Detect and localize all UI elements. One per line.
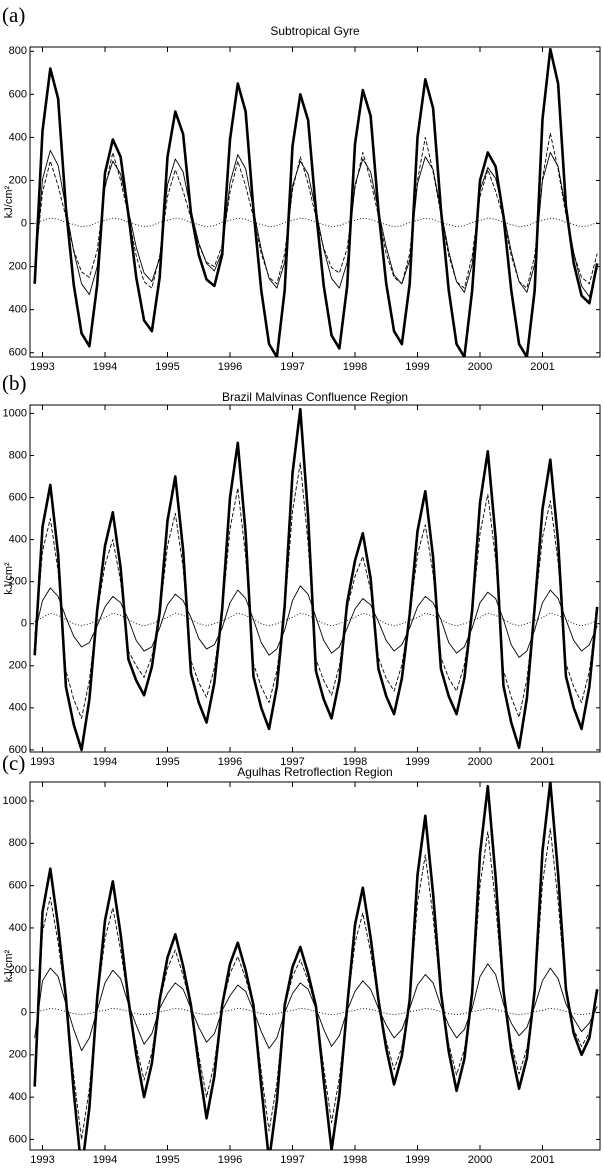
- y-tick-label: 200: [9, 174, 27, 186]
- x-tick-label: 1997: [280, 1154, 304, 1166]
- y-tick-label: 600: [9, 744, 27, 756]
- y-tick-label: 1000: [3, 795, 27, 807]
- series-line: [34, 462, 598, 719]
- x-tick-label: 1998: [343, 1154, 367, 1166]
- x-tick-label: 2000: [468, 756, 492, 768]
- x-tick-label: 1994: [93, 1154, 117, 1166]
- panel-label: (b): [2, 371, 27, 395]
- y-tick-label: 600: [9, 347, 27, 359]
- series-line: [34, 149, 598, 298]
- y-tick-label: 200: [9, 260, 27, 272]
- y-tick-label: 400: [9, 534, 27, 546]
- x-tick-label: 1997: [280, 756, 304, 768]
- series-line: [34, 612, 598, 627]
- x-tick-label: 1996: [218, 361, 242, 373]
- y-tick-label: 400: [9, 702, 27, 714]
- x-tick-label: 2001: [530, 756, 554, 768]
- y-tick-label: 0: [21, 217, 27, 229]
- series-line: [34, 828, 598, 1140]
- x-tick-label: 2000: [468, 1154, 492, 1166]
- x-tick-label: 1994: [93, 756, 117, 768]
- y-tick-label: 200: [9, 660, 27, 672]
- x-tick-label: 2000: [468, 361, 492, 373]
- panel-label: (a): [2, 3, 25, 27]
- y-tick-label: 600: [9, 1133, 27, 1145]
- chart-title: Agulhas Retroflection Region: [237, 765, 392, 779]
- y-tick-label: 0: [21, 618, 27, 630]
- series-line: [33, 782, 599, 1150]
- y-tick-label: 800: [9, 449, 27, 461]
- y-tick-label: 200: [9, 576, 27, 588]
- chart-title: Subtropical Gyre: [270, 24, 360, 38]
- y-tick-label: 200: [9, 1049, 27, 1061]
- x-tick-label: 1993: [30, 361, 54, 373]
- y-tick-label: 400: [9, 922, 27, 934]
- y-axis-label: kJ/cm²: [3, 185, 15, 218]
- x-tick-label: 2001: [530, 361, 554, 373]
- y-axis-label: kJ/cm²: [3, 949, 15, 982]
- plot-frame: [29, 46, 601, 358]
- y-tick-label: 800: [9, 837, 27, 849]
- y-tick-label: 600: [9, 491, 27, 503]
- x-tick-label: 1998: [343, 361, 367, 373]
- y-tick-label: 800: [9, 45, 27, 57]
- x-tick-label: 1996: [218, 756, 242, 768]
- x-tick-label: 1994: [93, 361, 117, 373]
- series-line: [34, 1007, 598, 1016]
- x-tick-label: 1995: [155, 756, 179, 768]
- x-tick-label: 1998: [343, 756, 367, 768]
- panel-label: (c): [2, 751, 25, 775]
- series-line: [33, 47, 599, 357]
- x-tick-label: 1999: [405, 756, 429, 768]
- y-tick-label: 400: [9, 304, 27, 316]
- y-tick-label: 400: [9, 131, 27, 143]
- series-line: [33, 407, 599, 752]
- y-tick-label: 1000: [3, 407, 27, 419]
- series-line: [34, 585, 598, 658]
- x-tick-label: 1996: [218, 1154, 242, 1166]
- plot-frame: [29, 781, 601, 1151]
- y-tick-label: 600: [9, 880, 27, 892]
- x-tick-label: 1997: [280, 361, 304, 373]
- x-tick-label: 1993: [30, 1154, 54, 1166]
- x-tick-label: 1999: [405, 1154, 429, 1166]
- y-tick-label: 0: [21, 1006, 27, 1018]
- plot-frame: [29, 404, 601, 753]
- y-axis-label: kJ/cm²: [3, 562, 15, 595]
- x-tick-label: 2001: [530, 1154, 554, 1166]
- chart-title: Brazil Malvinas Confluence Region: [222, 390, 408, 404]
- x-tick-label: 1995: [155, 1154, 179, 1166]
- y-tick-label: 400: [9, 1091, 27, 1103]
- y-tick-label: 600: [9, 88, 27, 100]
- y-tick-label: 200: [9, 964, 27, 976]
- x-tick-label: 1993: [30, 756, 54, 768]
- x-tick-label: 1999: [405, 361, 429, 373]
- x-tick-label: 1995: [155, 361, 179, 373]
